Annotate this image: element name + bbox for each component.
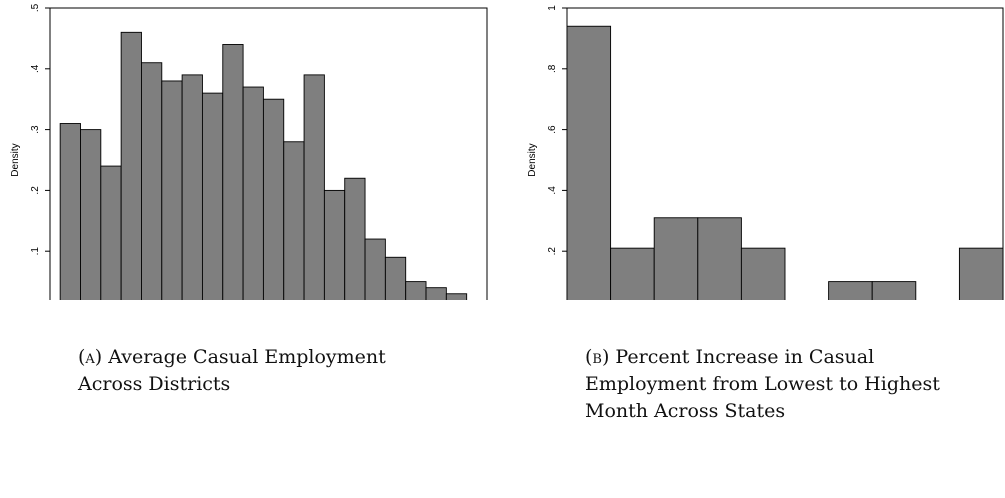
- bar-a-16: [384, 256, 407, 300]
- ytick-label-a-3: .3: [30, 125, 41, 134]
- caption-b-tag: (b): [585, 346, 610, 368]
- caption-a-text: Average Casual Employment Across Distric…: [78, 346, 386, 395]
- bar-a-1: [80, 129, 102, 300]
- bar-a-9: [242, 86, 264, 300]
- bar-a-13: [323, 189, 346, 300]
- ytick-label-a-2: .2: [30, 186, 41, 195]
- ytick-label-b-5: 1: [547, 5, 558, 11]
- ytick-label-a-1: .1: [30, 247, 41, 256]
- caption-a: (a) Average Casual Employment Across Dis…: [78, 344, 408, 398]
- bar-b-3: [697, 217, 742, 300]
- ytick-label-b-3: .6: [547, 125, 558, 134]
- bar-b-4: [740, 247, 786, 300]
- bar-b-2: [653, 217, 699, 300]
- bar-a-15: [364, 238, 386, 300]
- bar-a-18: [425, 287, 447, 300]
- bar-b-5: [828, 281, 873, 300]
- bar-a-11: [283, 141, 305, 300]
- caption-b: (b) Percent Increase in Casual Employmen…: [585, 344, 950, 425]
- bar-a-12: [303, 74, 325, 300]
- bar-b-7: [958, 247, 1004, 300]
- figure-panels: 0.1.2.3.4.501234Average Casual Days Work…: [10, 3, 1004, 300]
- ytick-label-b-1: .2: [547, 247, 558, 256]
- yaxis-title-a: Density: [10, 143, 21, 176]
- yaxis-title-b: Density: [527, 143, 538, 176]
- bar-a-0: [59, 123, 81, 300]
- bar-a-19: [445, 293, 468, 300]
- caption-b-text: Percent Increase in Casual Employment fr…: [585, 346, 940, 422]
- ytick-label-b-4: .8: [547, 64, 558, 73]
- ytick-label-a-5: .5: [30, 3, 41, 12]
- bar-a-2: [100, 165, 122, 300]
- chart-a: [45, 7, 488, 300]
- caption-a-tag: (a): [78, 346, 103, 368]
- bar-a-17: [405, 281, 427, 300]
- ytick-label-a-4: .4: [30, 64, 41, 73]
- bar-a-7: [201, 92, 224, 300]
- bar-a-14: [344, 177, 366, 300]
- bar-a-6: [181, 74, 203, 300]
- bar-a-10: [262, 98, 285, 300]
- bar-b-0: [566, 25, 612, 300]
- plot-frame-a: [49, 7, 488, 300]
- chart-b: [562, 7, 1004, 300]
- bar-b-1: [610, 247, 655, 300]
- bar-a-8: [222, 44, 244, 300]
- bar-a-5: [161, 80, 183, 300]
- bar-a-3: [120, 31, 142, 300]
- ytick-label-b-2: .4: [547, 186, 558, 195]
- bar-b-6: [871, 281, 917, 300]
- bar-a-4: [141, 62, 163, 300]
